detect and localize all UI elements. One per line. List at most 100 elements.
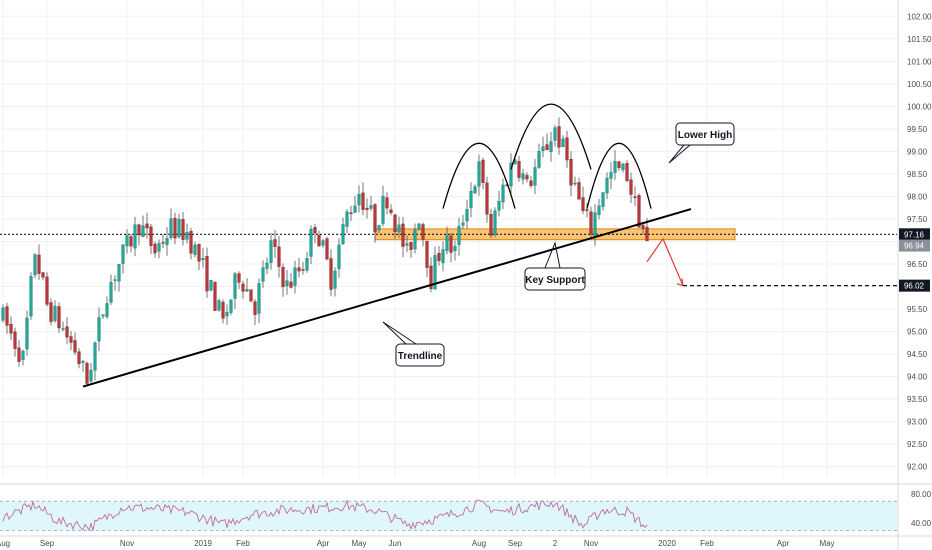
- price-tick-label: 96.50: [907, 260, 928, 269]
- price-tick-label: 95.00: [907, 328, 928, 337]
- trendline: [82, 208, 692, 388]
- candle-body: [357, 194, 361, 206]
- price-tick-label: 98.50: [907, 170, 928, 179]
- rsi-tick-label: 40.00: [911, 519, 932, 528]
- candle-body: [493, 210, 497, 235]
- price-badges: 97.16 96.94 96.02: [899, 228, 930, 292]
- key-support-callout: Key Support: [524, 241, 586, 291]
- candle-body: [29, 276, 33, 317]
- candle-body: [289, 281, 293, 288]
- candle-body: [61, 328, 65, 330]
- candle-body: [353, 205, 357, 213]
- candle-body: [93, 342, 97, 371]
- candle-body: [377, 225, 381, 231]
- candle-body: [233, 273, 237, 299]
- price-axis[interactable]: 102.00 101.50 101.00 100.50 100.00 99.50 99.00…: [897, 0, 932, 550]
- candle-body: [269, 240, 273, 263]
- price-tick-label: 98.00: [907, 192, 928, 201]
- price-tick-label: 102.00: [907, 12, 932, 21]
- candle-body: [621, 163, 625, 171]
- rsi-pane[interactable]: 80.00 40.00: [0, 483, 932, 532]
- candle-body: [41, 272, 45, 278]
- candle-body: [189, 230, 193, 254]
- time-tick-label: 2019: [194, 539, 212, 548]
- time-tick-label: Sep: [508, 539, 523, 548]
- time-tick-label: Apr: [777, 539, 790, 548]
- candle-body: [177, 218, 181, 238]
- candle-body: [517, 161, 521, 178]
- candle-body: [145, 223, 149, 229]
- candle-body: [337, 244, 341, 270]
- candle-body: [485, 182, 489, 215]
- candle-body: [573, 182, 577, 185]
- candle-body: [601, 192, 605, 207]
- candle-body: [81, 361, 85, 363]
- candle-body: [569, 159, 573, 186]
- price-tick-label: 94.50: [907, 350, 928, 359]
- left-shoulder-arc: [442, 142, 516, 209]
- candle-body: [141, 225, 145, 237]
- time-tick-label: Apr: [317, 539, 330, 548]
- candle-body: [253, 301, 257, 315]
- candle-body: [469, 191, 473, 209]
- candle-body: [45, 276, 49, 305]
- candle-body: [557, 126, 561, 148]
- price-pane[interactable]: Lower High Key Support Trendline: [0, 0, 899, 478]
- candle-body: [329, 258, 333, 290]
- candle-body: [153, 243, 157, 254]
- time-axis[interactable]: Aug Sep Nov 2019 Feb Apr May Jun Aug Sep 2 Nov 2020 F…: [0, 535, 932, 548]
- candle-body: [333, 270, 337, 289]
- candle-body: [273, 239, 277, 247]
- candle-body: [577, 182, 581, 200]
- time-tick-label: Aug: [472, 539, 486, 548]
- candle-body: [641, 224, 645, 229]
- key-support-callout-label: Key Support: [525, 275, 585, 286]
- candle-body: [213, 281, 217, 311]
- candle-body: [293, 267, 297, 286]
- candle-body: [257, 283, 261, 314]
- candle-body: [241, 283, 245, 292]
- candle-body: [393, 214, 397, 232]
- candle-body: [65, 326, 69, 338]
- candle-body: [545, 144, 549, 151]
- candle-body: [277, 246, 281, 267]
- time-tick-label: Jun: [389, 539, 402, 548]
- candle-body: [53, 305, 57, 322]
- candle-body: [457, 226, 461, 245]
- candle-body: [13, 331, 17, 349]
- candle-body: [401, 223, 405, 247]
- price-badge-current-bg: [899, 228, 930, 241]
- price-tick-label: 100.00: [907, 102, 932, 111]
- candle-body: [193, 244, 197, 255]
- price-badge-last-bg: [899, 239, 930, 252]
- time-tick-label: Feb: [700, 539, 714, 548]
- candle-body: [301, 269, 305, 271]
- candle-body: [313, 227, 317, 234]
- candle-body: [501, 184, 505, 203]
- candle-body: [433, 255, 437, 290]
- candle-body: [541, 146, 545, 151]
- candle-body: [249, 289, 253, 302]
- candle-body: [325, 238, 329, 260]
- candle-body: [297, 267, 301, 272]
- trendline-callout: Trendline: [382, 321, 445, 367]
- price-tick-label: 93.00: [907, 418, 928, 427]
- rsi-tick-label: 80.00: [911, 490, 932, 499]
- candle-body: [629, 179, 633, 195]
- candle-body: [89, 369, 93, 382]
- projection-path: [646, 237, 684, 286]
- candle-body: [209, 280, 213, 291]
- candle-body: [265, 262, 269, 269]
- candle-body: [121, 244, 125, 264]
- candle-body: [373, 204, 377, 233]
- candle-body: [201, 258, 205, 261]
- candle-body: [637, 195, 641, 228]
- price-tick-label: 99.50: [907, 125, 928, 134]
- candle-body: [117, 264, 121, 282]
- price-tick-label: 92.50: [907, 440, 928, 449]
- candle-body: [113, 279, 117, 281]
- time-tick-label: May: [351, 539, 366, 548]
- candle-body: [245, 289, 249, 292]
- candle-body: [129, 236, 133, 247]
